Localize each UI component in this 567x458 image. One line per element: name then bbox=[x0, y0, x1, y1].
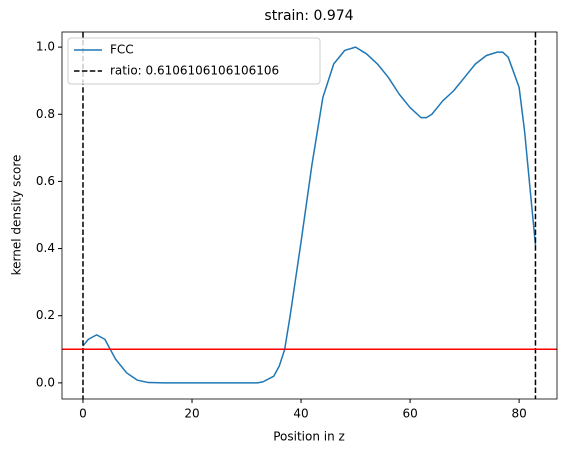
chart-title: strain: 0.974 bbox=[264, 8, 353, 24]
frame bbox=[61, 31, 558, 400]
y-tick-label: 0.4 bbox=[36, 241, 55, 255]
y-tick-label: 1.0 bbox=[36, 40, 55, 54]
legend-box bbox=[67, 37, 321, 85]
data-line bbox=[82, 46, 537, 384]
x-tick-label: 80 bbox=[511, 407, 526, 421]
x-tick-label: 20 bbox=[184, 407, 199, 421]
x-axis-label: Position in z bbox=[273, 430, 345, 444]
y-tick-label: 0.2 bbox=[36, 308, 55, 322]
legend-label: FCC bbox=[110, 43, 134, 57]
x-tick-label: 40 bbox=[293, 407, 308, 421]
x-tick-label: 60 bbox=[402, 407, 417, 421]
plot-area bbox=[62, 32, 557, 399]
y-tick-label: 0.0 bbox=[36, 375, 55, 389]
y-tick-label: 0.6 bbox=[36, 174, 55, 188]
y-axis-label: kernel density score bbox=[10, 155, 24, 276]
x-tick-label: 0 bbox=[79, 407, 87, 421]
legend-label: ratio: 0.6106106106106106 bbox=[110, 64, 279, 78]
y-tick-label: 0.8 bbox=[36, 107, 55, 121]
